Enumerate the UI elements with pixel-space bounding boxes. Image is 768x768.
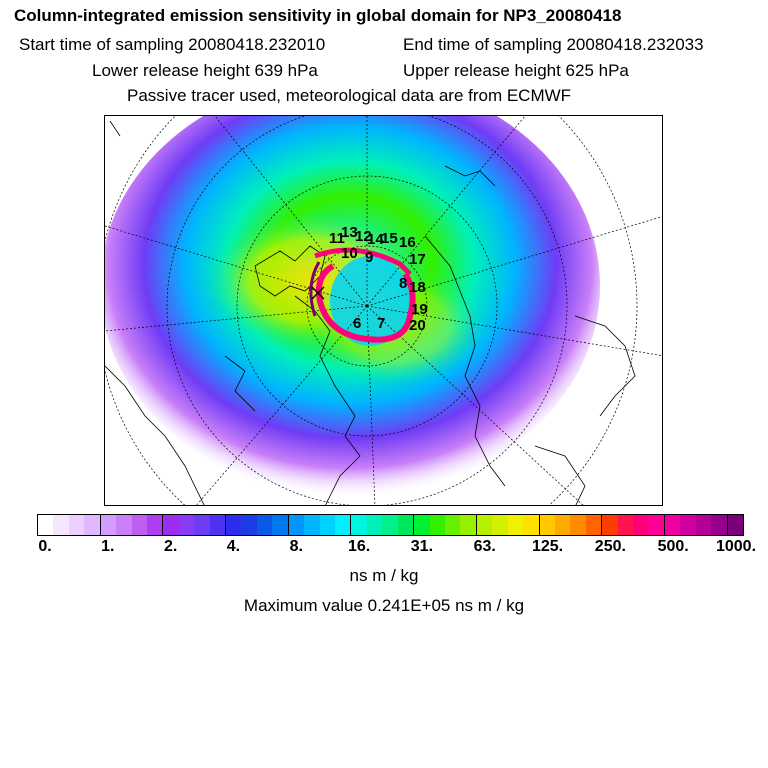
colorbar-tick-label: 0. bbox=[38, 538, 52, 555]
tracer-note: Passive tracer used, meteorological data… bbox=[127, 86, 572, 105]
colorbar-cell bbox=[366, 515, 383, 535]
track-label-12: 12 bbox=[355, 228, 372, 245]
flight-track-loop bbox=[315, 263, 416, 343]
colorbar-cell bbox=[146, 515, 164, 535]
colorbar-tick-label: 500. bbox=[657, 538, 689, 555]
colorbar-cell bbox=[554, 515, 571, 535]
end-time-label: End time of sampling 20080418.232033 bbox=[403, 35, 704, 54]
flight-track-outer bbox=[309, 261, 321, 317]
track-label-15: 15 bbox=[381, 230, 398, 247]
colorbar-cell bbox=[241, 515, 257, 535]
colorbar-tick-label: 250. bbox=[594, 538, 626, 555]
track-label-19: 19 bbox=[411, 301, 428, 318]
colorbar-cell bbox=[53, 515, 69, 535]
track-label-18: 18 bbox=[409, 279, 426, 296]
colorbar-cell bbox=[68, 515, 85, 535]
colorbar-cell bbox=[397, 515, 415, 535]
colorbar-cell bbox=[351, 515, 367, 535]
flight-track-upper bbox=[314, 247, 412, 276]
track-label-17: 17 bbox=[409, 251, 426, 268]
colorbar-cell bbox=[194, 515, 210, 535]
sensitivity-field bbox=[105, 116, 600, 496]
track-label-11: 11 bbox=[329, 230, 345, 247]
colorbar-tick-label: 16. bbox=[347, 538, 371, 555]
colorbar-tick-label: 8. bbox=[289, 538, 303, 555]
track-time-labels: 11 13 12 14 15 16 10 9 17 8 18 19 7 20 6 bbox=[329, 224, 428, 334]
lower-release-label: Lower release height 639 hPa bbox=[92, 61, 318, 80]
colorbar-tick-label: 125. bbox=[531, 538, 564, 555]
colorbar-tick-label: 31. bbox=[410, 538, 434, 555]
start-time-label: Start time of sampling 20080418.232010 bbox=[19, 35, 326, 54]
colorbar-cell bbox=[476, 515, 493, 535]
colorbar-cell bbox=[209, 515, 227, 535]
map-canvas: 11 13 12 14 15 16 10 9 17 8 18 19 7 20 6 bbox=[105, 116, 662, 505]
colorbar-cell bbox=[272, 515, 289, 535]
map-title: Column-integrated emission sensitivity i… bbox=[14, 6, 622, 25]
colorbar-cell bbox=[319, 515, 336, 535]
track-label-13: 13 bbox=[341, 224, 358, 241]
colorbar-cell bbox=[680, 515, 696, 535]
colorbar-tick-label: 2. bbox=[163, 538, 178, 555]
track-label-10: 10 bbox=[341, 245, 358, 262]
colorbar-cell bbox=[226, 515, 242, 535]
colorbar-cell bbox=[695, 515, 712, 535]
colorbar-cell bbox=[38, 515, 54, 535]
colorbar-cell bbox=[178, 515, 195, 535]
colorbar-units: ns m / kg bbox=[349, 566, 419, 585]
colorbar-cell bbox=[523, 515, 540, 535]
colorbar-cell bbox=[429, 515, 445, 535]
colorbar-cell bbox=[570, 515, 586, 535]
colorbar-cell bbox=[585, 515, 603, 535]
colorbar-cell bbox=[84, 515, 101, 535]
colorbar-cell bbox=[304, 515, 320, 535]
colorbar-cell bbox=[256, 515, 273, 535]
colorbar-cell bbox=[444, 515, 461, 535]
upper-release-label: Upper release height 625 hPa bbox=[403, 61, 629, 80]
colorbar-tick-label: 1. bbox=[101, 538, 115, 555]
track-label-20: 20 bbox=[409, 317, 426, 334]
track-label-14: 14 bbox=[367, 231, 384, 248]
colorbar-cell bbox=[633, 515, 649, 535]
track-label-8: 8 bbox=[399, 275, 407, 292]
track-label-7: 7 bbox=[377, 315, 385, 332]
colorbar-cell bbox=[617, 515, 634, 535]
colorbar-cell bbox=[382, 515, 398, 535]
colorbar-cell bbox=[335, 515, 352, 535]
colorbar-tick-label: 63. bbox=[473, 538, 496, 555]
sensitivity-map: 11 13 12 14 15 16 10 9 17 8 18 19 7 20 6 bbox=[104, 115, 663, 506]
colorbar-cell bbox=[288, 515, 305, 535]
track-label-16: 16 bbox=[399, 234, 416, 251]
colorbar-tick-label: 4. bbox=[226, 538, 241, 555]
colorbar-cell bbox=[116, 515, 132, 535]
colorbar-cell bbox=[664, 515, 681, 535]
colorbar-cell bbox=[711, 515, 728, 535]
coastlines bbox=[105, 120, 636, 505]
colorbar-cell bbox=[727, 515, 743, 535]
release-marker bbox=[311, 286, 325, 300]
colorbar-cell bbox=[602, 515, 618, 535]
track-label-9: 9 bbox=[365, 249, 373, 266]
track-label-6: 6 bbox=[353, 315, 361, 332]
colorbar-cell bbox=[539, 515, 555, 535]
colorbar-cell bbox=[492, 515, 508, 535]
colorbar-cell bbox=[100, 515, 117, 535]
colorbar-cell bbox=[163, 515, 179, 535]
maximum-value-label: Maximum value 0.241E+05 ns m / kg bbox=[243, 596, 525, 615]
colorbar-tick-label: 1000. bbox=[715, 538, 757, 555]
colorbar-cell bbox=[131, 515, 147, 535]
colorbar bbox=[37, 514, 744, 536]
colorbar-cell bbox=[460, 515, 477, 535]
colorbar-cell bbox=[414, 515, 430, 535]
colorbar-cell bbox=[507, 515, 524, 535]
colorbar-cell bbox=[648, 515, 665, 535]
